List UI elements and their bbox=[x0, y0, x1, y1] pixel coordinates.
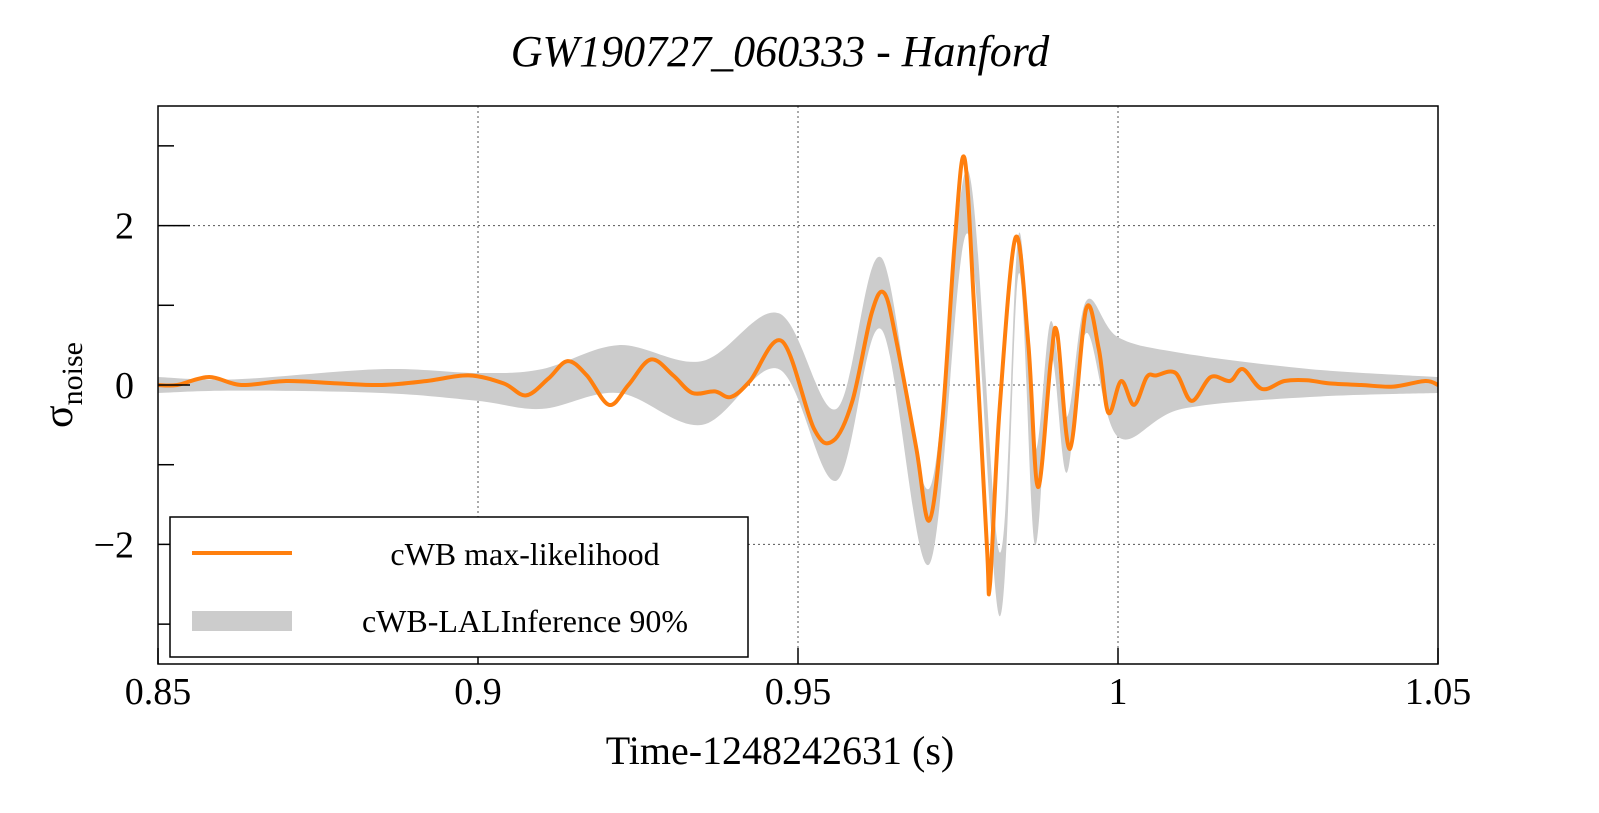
legend-band-swatch bbox=[192, 611, 292, 631]
line-layer bbox=[157, 154, 1439, 597]
legend-box bbox=[169, 516, 749, 658]
y-tick-labels: −2 0 2 bbox=[94, 206, 134, 567]
x-tick-labels: 0.85 0.9 0.95 1 1.05 bbox=[125, 671, 1472, 713]
y-axis-label-sub: noise bbox=[56, 342, 89, 405]
x-tick-label: 1.05 bbox=[1405, 671, 1472, 713]
y-tick-label: 2 bbox=[115, 206, 134, 248]
x-tick-label: 1 bbox=[1109, 671, 1128, 713]
line-cwb-max-likelihood bbox=[157, 154, 1439, 597]
band-cwb-lalinference-90 bbox=[158, 169, 1438, 617]
legend-label-band: cWB-LALInference 90% bbox=[362, 603, 688, 639]
y-axis-label: σnoise bbox=[36, 342, 89, 428]
x-tick-label: 0.85 bbox=[125, 671, 192, 713]
band-layer bbox=[158, 169, 1438, 617]
y-tick-label: −2 bbox=[94, 524, 134, 566]
y-tick-label: 0 bbox=[115, 365, 134, 407]
x-axis-label: Time-1248242631 (s) bbox=[606, 728, 955, 773]
plot-border bbox=[157, 105, 1439, 665]
x-tick-label: 0.9 bbox=[454, 671, 502, 713]
legend: cWB max-likelihood cWB-LALInference 90% bbox=[169, 516, 749, 658]
chart-title: GW190727_060333 - Hanford bbox=[511, 27, 1051, 76]
x-tick-label: 0.95 bbox=[765, 671, 832, 713]
legend-label-maxlikelihood: cWB max-likelihood bbox=[390, 536, 659, 572]
y-axis-label-main: σ bbox=[36, 405, 82, 428]
